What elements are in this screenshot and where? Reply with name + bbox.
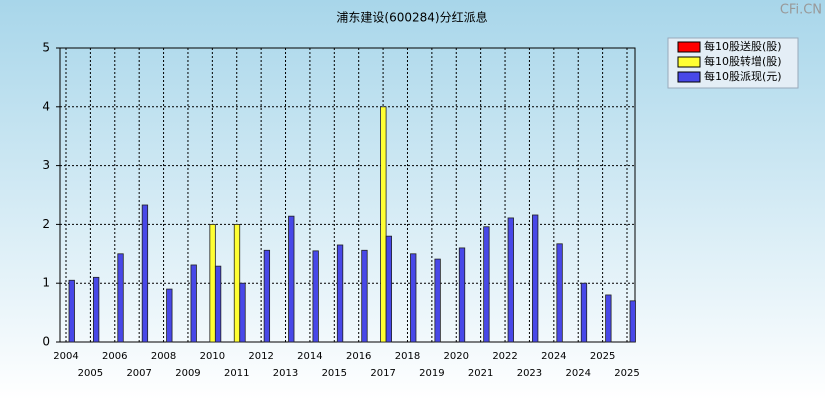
bar xyxy=(483,226,490,343)
x-tick-label: 2024 xyxy=(565,368,590,379)
bar xyxy=(312,250,319,343)
bar xyxy=(141,204,149,343)
x-tick-label: 2012 xyxy=(248,351,273,362)
chart-title: 浦东建设(600284)分红派息 xyxy=(336,10,487,25)
bar xyxy=(214,265,222,343)
bar xyxy=(68,279,75,343)
x-tick-label: 2024 xyxy=(541,351,566,362)
x-tick-label: 2020 xyxy=(444,351,469,362)
bar xyxy=(288,215,295,343)
bar xyxy=(239,282,246,343)
bar xyxy=(380,106,387,343)
bar xyxy=(336,244,344,343)
bar xyxy=(190,264,197,343)
bar xyxy=(410,253,417,343)
x-tick-label: 2008 xyxy=(151,351,176,362)
x-tick-label: 2021 xyxy=(468,368,493,379)
bar xyxy=(166,288,173,343)
x-tick-label: 2010 xyxy=(200,351,225,362)
x-tick-label: 2007 xyxy=(126,368,151,379)
x-tick-label: 2005 xyxy=(78,368,103,379)
bar xyxy=(507,217,514,343)
x-tick-label: 2022 xyxy=(492,351,517,362)
bar xyxy=(605,294,612,343)
watermark: CFi.CN xyxy=(780,3,822,18)
bar xyxy=(580,282,588,343)
x-tick-label: 2009 xyxy=(175,368,200,379)
bar xyxy=(361,249,368,343)
x-tick-label: 2013 xyxy=(273,368,298,379)
y-tick-label: 3 xyxy=(42,158,50,172)
x-tick-label: 2019 xyxy=(419,368,444,379)
x-tick-label: 2015 xyxy=(322,368,347,379)
legend-label: 每10股送股(股) xyxy=(704,39,782,53)
x-tick-label: 2025 xyxy=(614,368,639,379)
bar xyxy=(434,258,441,343)
y-tick-label: 2 xyxy=(42,217,50,231)
bar xyxy=(458,247,466,343)
bar xyxy=(629,300,636,343)
x-tick-label: 2017 xyxy=(370,368,395,379)
legend-label: 每10股转增(股) xyxy=(704,54,782,68)
y-tick-label: 5 xyxy=(42,41,50,55)
x-tick-label: 2025 xyxy=(590,351,615,362)
legend-swatch xyxy=(677,41,701,53)
bar xyxy=(263,249,271,343)
bar xyxy=(209,223,216,343)
bar xyxy=(532,214,539,343)
x-tick-label: 2011 xyxy=(224,368,249,379)
x-tick-label: 2014 xyxy=(297,351,322,362)
bar xyxy=(233,223,241,343)
y-tick-label: 0 xyxy=(42,335,50,349)
bar xyxy=(92,276,100,343)
y-tick-label: 1 xyxy=(42,276,50,290)
x-tick-label: 2023 xyxy=(517,368,542,379)
bar xyxy=(117,253,124,343)
y-tick-label: 4 xyxy=(42,99,50,113)
x-tick-label: 2018 xyxy=(395,351,420,362)
plot-frame xyxy=(59,47,636,343)
x-tick-label: 2016 xyxy=(346,351,371,362)
legend-swatch xyxy=(677,71,701,83)
legend-label: 每10股派现(元) xyxy=(704,69,782,83)
x-tick-label: 2006 xyxy=(102,351,127,362)
x-tick-label: 2004 xyxy=(53,351,78,362)
bar xyxy=(556,243,563,343)
legend-swatch xyxy=(677,56,701,68)
bar xyxy=(385,235,392,343)
